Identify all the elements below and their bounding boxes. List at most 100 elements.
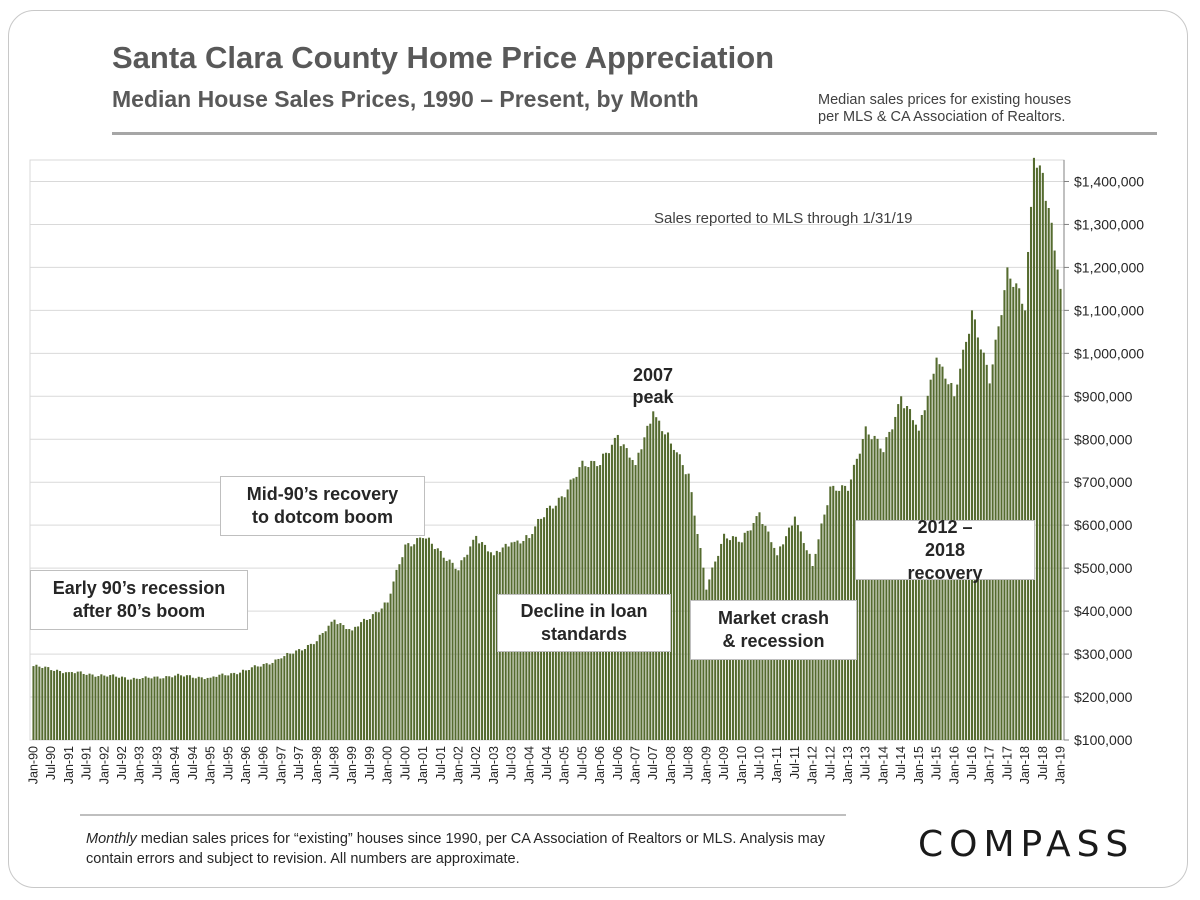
- bar: [203, 679, 206, 740]
- chart-title: Santa Clara County Home Price Appreciati…: [112, 40, 775, 75]
- x-tick-label: Jan-15: [912, 746, 926, 784]
- bar: [416, 538, 419, 740]
- bar: [1044, 200, 1047, 741]
- bar: [457, 570, 460, 740]
- bar: [103, 675, 106, 740]
- bar: [368, 619, 371, 740]
- bar: [481, 542, 484, 740]
- x-tick-label: Jul-09: [717, 746, 731, 780]
- bar: [365, 619, 369, 740]
- bar: [194, 678, 197, 740]
- bar: [73, 673, 76, 740]
- y-tick-label: $600,000: [1074, 517, 1133, 533]
- bar: [666, 432, 670, 740]
- bar: [298, 649, 301, 740]
- x-tick-label: Jul-12: [823, 746, 837, 780]
- bar: [917, 430, 920, 740]
- bar: [442, 557, 445, 740]
- bar: [312, 644, 315, 740]
- bar: [672, 449, 675, 740]
- bar: [321, 633, 324, 740]
- x-tick-label: Jul-93: [150, 746, 164, 780]
- bar: [705, 589, 708, 740]
- bar: [424, 538, 428, 740]
- bar: [301, 650, 304, 740]
- bar: [885, 437, 888, 740]
- y-tick-label: $1,300,000: [1074, 216, 1144, 232]
- bar: [619, 446, 622, 740]
- bar: [867, 434, 870, 740]
- chart-subtitle: Median House Sales Prices, 1990 – Presen…: [112, 86, 699, 112]
- bar: [112, 674, 115, 740]
- bar: [141, 678, 144, 740]
- bar: [613, 437, 616, 740]
- bar: [339, 623, 342, 740]
- bar: [159, 678, 162, 740]
- y-tick-label: $800,000: [1074, 431, 1133, 447]
- x-tick-label: Jan-93: [133, 746, 147, 784]
- x-tick-label: Jan-17: [983, 746, 997, 784]
- y-tick-label: $700,000: [1074, 474, 1133, 490]
- bar: [256, 666, 259, 740]
- bar: [354, 626, 357, 740]
- bar: [360, 622, 363, 740]
- bar: [371, 614, 374, 740]
- bar: [436, 548, 439, 740]
- bar: [687, 473, 690, 740]
- bar: [306, 644, 309, 740]
- x-tick-label: Jul-17: [1000, 746, 1014, 780]
- bar: [100, 674, 103, 740]
- x-tick-label: Jan-94: [168, 746, 182, 784]
- bar: [120, 676, 124, 740]
- bar: [389, 593, 392, 740]
- x-tick-label: Jan-18: [1018, 746, 1032, 784]
- bar: [274, 659, 277, 740]
- bar: [478, 543, 481, 740]
- bar: [212, 676, 215, 740]
- header-divider: [112, 132, 1157, 135]
- x-tick-label: Jul-92: [115, 746, 129, 780]
- x-tick-label: Jan-92: [97, 746, 111, 784]
- bar: [165, 676, 168, 740]
- bar: [309, 643, 312, 740]
- x-tick-label: Jan-04: [522, 746, 536, 784]
- y-tick-label: $300,000: [1074, 646, 1133, 662]
- bar: [861, 439, 864, 740]
- x-tick-label: Jul-04: [540, 746, 554, 780]
- bar: [681, 465, 684, 740]
- bar: [53, 670, 56, 740]
- bar: [1006, 267, 1009, 740]
- bar: [277, 658, 280, 740]
- bar: [336, 624, 339, 740]
- x-tick-label: Jan-12: [806, 746, 820, 784]
- bar: [59, 670, 62, 740]
- bar: [610, 444, 613, 740]
- bar: [239, 672, 242, 740]
- bar: [330, 621, 333, 740]
- y-tick-label: $400,000: [1074, 603, 1133, 619]
- bar: [495, 550, 498, 740]
- bar: [377, 612, 380, 740]
- bar: [678, 454, 681, 740]
- bar: [419, 537, 422, 740]
- bar: [241, 669, 245, 740]
- bar: [50, 670, 53, 740]
- bar: [622, 444, 625, 740]
- bar: [1035, 167, 1038, 741]
- bar: [469, 546, 472, 740]
- bar: [395, 569, 398, 740]
- bar: [345, 629, 348, 740]
- sales-reported-note: Sales reported to MLS through 1/31/19: [654, 210, 913, 227]
- x-tick-label: Jan-06: [593, 746, 607, 784]
- bar: [1015, 283, 1018, 740]
- x-tick-label: Jul-95: [221, 746, 235, 780]
- bar: [413, 544, 416, 740]
- bar: [289, 653, 292, 740]
- bar: [218, 674, 221, 740]
- bar: [61, 673, 65, 740]
- bar: [333, 619, 336, 740]
- footnote-italic: Monthly: [86, 831, 137, 847]
- bar: [664, 434, 667, 740]
- bar: [392, 581, 395, 740]
